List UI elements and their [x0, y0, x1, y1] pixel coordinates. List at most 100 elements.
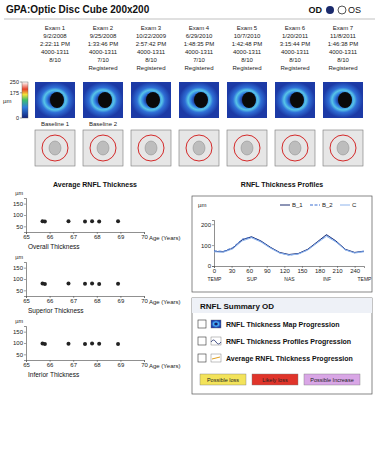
- page: GPA:Optic Disc Cube 200x200 OD OS Exam 1 9/2…: [0, 0, 379, 449]
- x-axis-tick-label: 30: [229, 268, 236, 274]
- x-axis-tick-label: 66: [47, 234, 54, 240]
- legend-swatch: [340, 205, 350, 206]
- eye-od-label: OD: [309, 5, 323, 15]
- fundus-disc: [193, 141, 205, 155]
- summary-frame: [192, 298, 372, 394]
- y-axis-tick-mark: [24, 279, 26, 280]
- x-sector-axis-tick-label: SUP: [247, 276, 258, 282]
- summary-icon: [211, 320, 221, 328]
- exam-label: Exam 1: [45, 25, 66, 31]
- x-axis-tick: 240: [350, 266, 361, 274]
- y-axis: 50100150: [13, 327, 27, 361]
- fundus-image: [35, 130, 75, 166]
- exam-status: Registered: [280, 65, 309, 71]
- thickness-map-image: [35, 82, 75, 118]
- thickness-map: [179, 82, 219, 118]
- scatter-chart: 65666768697050100150Age (Years)µmInferio…: [13, 318, 180, 378]
- thickness-map-image: [323, 82, 363, 118]
- x-axis-tick-label: 69: [118, 362, 125, 368]
- x-axis-tick: 69: [118, 296, 125, 304]
- y-axis-tick: 150: [13, 201, 26, 207]
- exam-time: 1:33:46 PM: [88, 41, 119, 47]
- exam-date: 6/29/2010: [186, 33, 213, 39]
- x-axis-tick: 68: [94, 360, 101, 368]
- fundus-disc: [241, 141, 253, 155]
- exam-column: Exam 310/22/20092:57:42 PM4000-13118/10R…: [136, 25, 167, 71]
- y-axis-tick: 150: [13, 265, 26, 271]
- thickness-map: [323, 82, 363, 118]
- x-axis-tick: 66: [47, 232, 54, 240]
- profile-line: [214, 235, 364, 255]
- x-axis-tick-label: 66: [47, 362, 54, 368]
- chart-title: Overall Thickness: [28, 243, 80, 250]
- exam-signal: 8/10: [337, 57, 349, 63]
- plot-area: [41, 282, 121, 286]
- x-axis: 656667686970: [23, 232, 148, 240]
- data-point: [97, 220, 101, 224]
- x-axis-tick: 70: [141, 296, 148, 304]
- x-axis-tick: 69: [118, 360, 125, 368]
- y-axis: 50100150: [13, 263, 27, 297]
- x-axis-tick: 60: [246, 266, 253, 274]
- scatter-chart: 65666768697050100150Age (Years)µmOverall…: [13, 190, 180, 250]
- plot-area: [214, 235, 364, 255]
- exam-date: 9/25/2008: [90, 33, 117, 39]
- baseline-label: Baseline 2: [89, 121, 118, 127]
- legend-label: C: [352, 202, 357, 208]
- summary-icon: [211, 337, 221, 345]
- x-axis-title: Age (Years): [149, 299, 180, 305]
- data-point: [116, 282, 120, 286]
- summary-item: Average RNFL Thickness Progression: [226, 355, 353, 363]
- optic-disc-dark: [194, 92, 208, 108]
- x-axis-tick: 68: [94, 232, 101, 240]
- data-point: [83, 342, 87, 346]
- x-axis-tick: 69: [118, 232, 125, 240]
- x-sector-axis-tick-label: NAS: [284, 276, 295, 282]
- scan-circle: [330, 135, 356, 161]
- x-axis-tick-label: 65: [23, 362, 30, 368]
- plot-area: [41, 219, 121, 223]
- x-sector-axis-tick: SUP: [247, 275, 258, 282]
- exam-time: 2:22:11 PM: [40, 41, 70, 47]
- x-axis-tick: 65: [23, 232, 30, 240]
- x-axis-tick: 66: [47, 296, 54, 304]
- exam-column: Exam 61/20/20113:15:44 PM4000-13118/10Re…: [280, 25, 311, 71]
- exam-id: 4000-1311: [41, 49, 70, 55]
- y-axis-tick-label: 100: [13, 276, 24, 282]
- x-axis-tick: 0: [213, 266, 217, 274]
- legend-chip: [252, 374, 298, 385]
- exam-id: 4000-1311: [233, 49, 262, 55]
- y-axis-tick-mark: [24, 204, 26, 205]
- x-sector-axis-tick: INF: [323, 275, 331, 282]
- exam-column: Exam 46/29/20101:48:35 PM4000-13117/10Re…: [184, 25, 215, 71]
- section-heading: RNFL Thickness Profiles: [241, 181, 323, 188]
- fundus-image: [131, 130, 171, 166]
- x-axis-tick-label: 68: [94, 362, 101, 368]
- colorbar-tick-label: 175: [10, 90, 19, 96]
- data-point: [97, 282, 101, 286]
- page-title: GPA:Optic Disc Cube 200x200: [6, 4, 150, 15]
- x-axis-tick-label: 69: [118, 234, 125, 240]
- plot-area: [41, 341, 121, 345]
- thickness-map: [35, 82, 75, 118]
- fundus-disc: [49, 141, 61, 155]
- x-sector-axis-tick-label: TEMP: [208, 276, 223, 282]
- optic-disc-dark: [50, 92, 64, 108]
- y-axis-tick: 100: [13, 212, 26, 218]
- exam-date: 9/2/2008: [43, 33, 67, 39]
- legend-chip-label: Likely loss: [262, 377, 288, 383]
- eye-os-label: OS: [348, 5, 361, 15]
- y-axis-tick-label: 150: [13, 265, 24, 271]
- y-axis-tick-mark: [212, 266, 214, 267]
- fundus-frame: [131, 130, 171, 166]
- x-axis-tick-label: 69: [118, 298, 125, 304]
- y-axis-line: [212, 221, 215, 267]
- fundus-image: [275, 130, 315, 166]
- fundus-image: [179, 130, 219, 166]
- x-sector-axis-tick: NAS: [284, 275, 295, 282]
- exam-time: 1:46:38 PM: [328, 41, 359, 47]
- exam-signal: 8/10: [49, 57, 61, 63]
- exam-column: Exam 711/8/20111:46:38 PM4000-13118/10Re…: [328, 25, 359, 71]
- exam-column: Exam 29/25/20081:33:46 PM4000-13117/10Re…: [88, 25, 119, 71]
- x-axis-line: [27, 361, 145, 363]
